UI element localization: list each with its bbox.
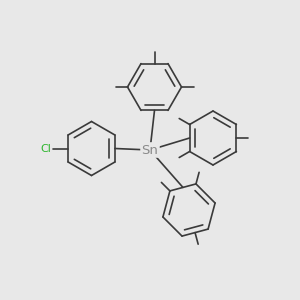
Text: Cl: Cl	[41, 143, 52, 154]
Text: Sn: Sn	[142, 143, 158, 157]
